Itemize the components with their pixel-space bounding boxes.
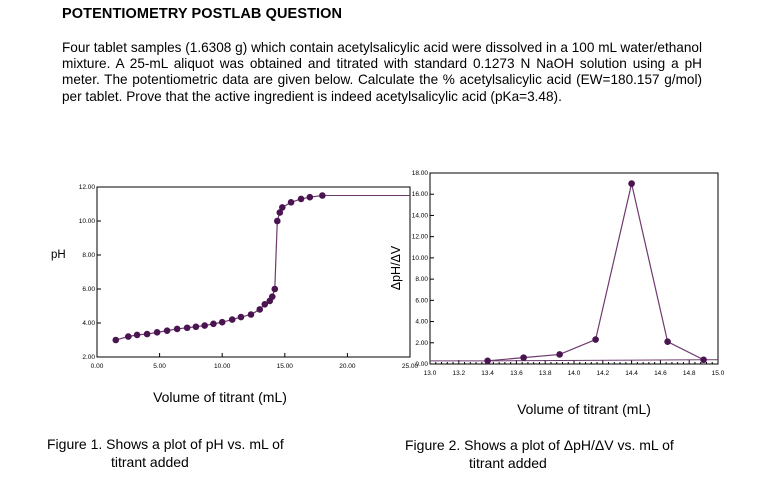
x-tick-label: 13.4	[481, 370, 494, 377]
y-tick-label: 18.00	[412, 170, 429, 177]
figure-2-caption-line2: titrant added	[469, 455, 547, 471]
y-tick-label: 4.00	[82, 320, 95, 327]
data-point	[287, 199, 295, 206]
series-line	[115, 194, 323, 341]
data-point	[112, 336, 120, 344]
derivative-chart: 13.0 13.2 13.4 13.6 13.8 14.0 14.2 14.4 14.6 14.8…	[389, 170, 725, 417]
series-line	[487, 183, 704, 362]
page-title: POTENTIOMETRY POSTLAB QUESTION	[62, 6, 343, 22]
y-tick-label: 12.00	[412, 234, 429, 241]
data-point	[628, 180, 635, 187]
x-tick-label: 5.00	[153, 363, 166, 370]
x-tick-label: 13.6	[510, 370, 523, 377]
y-tick-label: 14.00	[412, 212, 429, 219]
data-point	[247, 311, 255, 318]
data-point	[183, 324, 191, 332]
plot-frame	[429, 172, 719, 365]
y-axis-label: ΔpH/ΔV	[389, 245, 403, 290]
y-tick-label: 16.00	[412, 191, 429, 198]
figure-1-caption-line1: Figure 1. Shows a plot of pH vs. mL of	[47, 436, 284, 452]
data-point	[592, 336, 599, 343]
x-tick-label: 13.0	[424, 370, 437, 377]
data-point	[276, 209, 284, 216]
figure-1-caption-line2: titrant added	[111, 454, 189, 470]
data-point	[297, 195, 305, 203]
data-point	[271, 285, 279, 293]
y-tick-label: 6.00	[415, 297, 428, 304]
x-tick-label: 14.6	[654, 370, 667, 377]
data-point	[125, 333, 132, 340]
data-point	[261, 301, 269, 308]
data-point	[210, 320, 217, 328]
x-tick-label: 25.00	[402, 363, 419, 370]
y-tick-label: 6.00	[82, 286, 95, 293]
y-tick-label: 8.00	[82, 252, 95, 259]
data-point	[273, 217, 281, 225]
y-tick-label: 10.00	[412, 255, 429, 262]
y-tick-label: 10.00	[79, 218, 96, 225]
x-tick-label: 15.0	[712, 370, 725, 377]
y-tick-label: 2.00	[82, 354, 95, 361]
data-point	[163, 327, 171, 334]
x-tick-label: 10.00	[214, 363, 231, 370]
x-tick-label: 14.0	[568, 370, 581, 377]
y-tick-label: 8.00	[415, 276, 428, 283]
data-point	[143, 330, 151, 338]
plot-frame	[96, 186, 411, 358]
x-tick-label: 13.2	[452, 370, 465, 377]
series-tail-line	[430, 359, 718, 362]
figure-2-caption-line1: Figure 2. Shows a plot of ΔpH/ΔV vs. mL …	[405, 437, 674, 453]
data-point	[256, 306, 264, 313]
y-tick-label: 2.00	[415, 340, 428, 347]
data-point	[201, 322, 208, 329]
y-axis-label: pH	[51, 249, 66, 261]
data-point	[319, 192, 326, 199]
data-point	[520, 354, 527, 361]
problem-statement: Four tablet samples (1.6308 g) which con…	[62, 40, 702, 104]
x-tick-label: 13.8	[539, 370, 552, 377]
data-point	[306, 193, 314, 201]
y-tick-label: 12.00	[79, 184, 96, 191]
data-point	[228, 316, 236, 323]
y-tick-label: 0.00	[415, 361, 428, 368]
y-tick-label: 4.00	[415, 319, 428, 326]
x-tick-label: 14.4	[625, 370, 638, 377]
x-tick-label: 20.00	[339, 363, 356, 370]
x-axis-label: Volume of titrant (mL)	[153, 389, 287, 405]
ph-titration-chart: 0.00 5.00 10.00 15.00 20.00 25.00 2.00 4.00 6.00…	[51, 184, 419, 405]
data-point	[218, 318, 226, 326]
x-tick-label: 14.2	[596, 370, 609, 377]
x-tick-label: 0.00	[91, 363, 104, 370]
figure-1-caption: Figure 1. Shows a plot of pH vs. mL of t…	[47, 435, 284, 471]
data-point	[700, 356, 707, 364]
data-point	[268, 293, 276, 300]
data-point	[484, 357, 491, 365]
data-point	[556, 351, 563, 358]
x-tick-label: 14.8	[683, 370, 696, 377]
data-point	[278, 204, 286, 211]
data-point	[237, 313, 245, 321]
data-point	[664, 338, 671, 346]
figure-2-caption: Figure 2. Shows a plot of ΔpH/ΔV vs. mL …	[405, 436, 674, 472]
data-point	[192, 323, 200, 331]
x-tick-label: 15.00	[277, 363, 294, 370]
data-point	[133, 331, 141, 339]
x-axis-label: Volume of titrant (mL)	[517, 401, 651, 417]
data-point	[153, 329, 161, 336]
data-point	[173, 325, 181, 333]
